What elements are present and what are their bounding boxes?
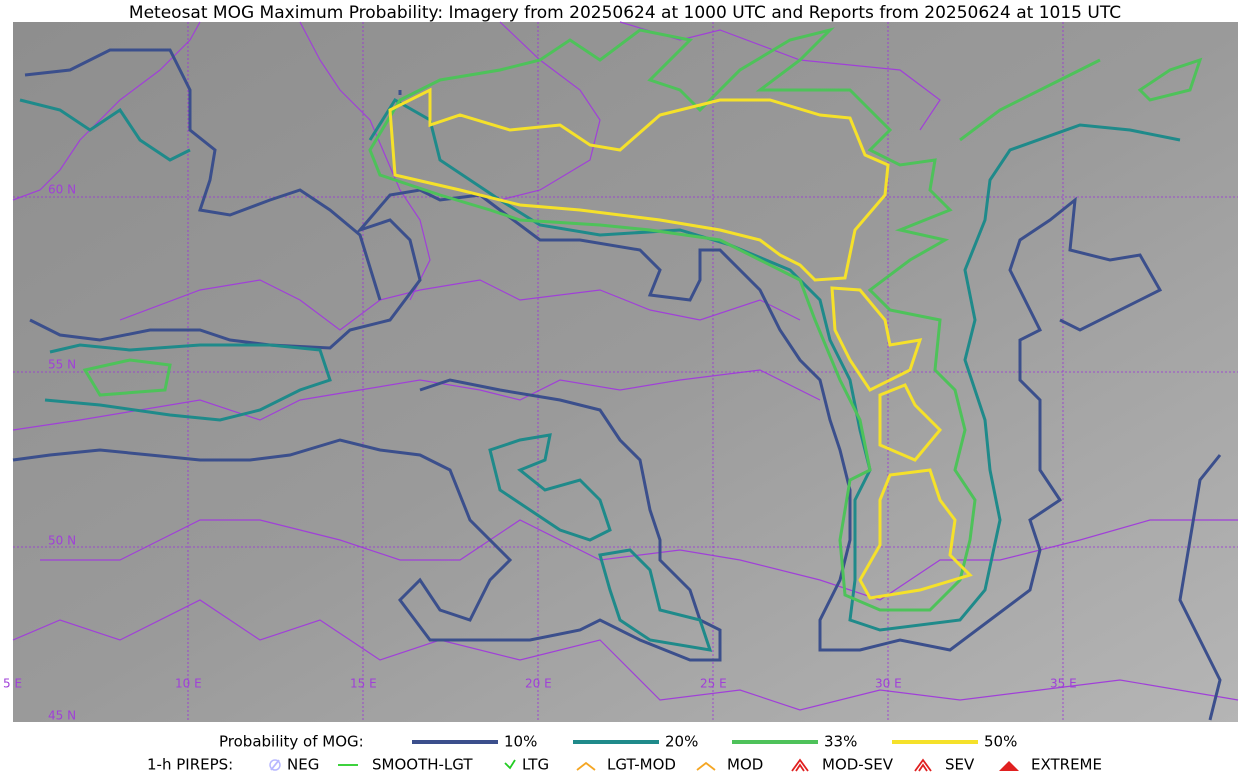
contour-10 [29,188,1163,652]
lon-label: 5 E [3,677,22,691]
contour-20 [19,97,1181,632]
contour-33 [368,27,977,612]
graticule [13,22,1238,722]
lon-label: 25 E [700,677,727,691]
contour-33 [82,57,1203,397]
pirep-icon [576,761,596,771]
lat-label: 60 N [48,183,76,197]
legend-label: 20% [665,733,698,751]
pirep-icon [504,759,516,770]
legend-label: 33% [824,733,857,751]
contour-10 [12,378,722,662]
legend-label: 10% [504,733,537,751]
title: Meteosat MOG Maximum Probability: Imager… [129,3,1121,23]
grid-labels: 5 E 10 E 15 E 20 E 25 E 30 E 35 E 45 N 50 N 55 N 6… [3,183,1077,723]
legend: Probability of MOG: 10% 20% 33% 50% 1-h PIREP… [147,733,1102,774]
lat-label: 45 N [48,709,76,723]
legend-label: NEG [287,756,319,774]
contour-10 [24,48,1222,721]
pirep-icon [791,758,809,772]
lon-label: 10 E [175,677,202,691]
legend-label: MOD-SEV [822,756,894,774]
legend-label: EXTREME [1031,756,1102,774]
legend-label: SEV [945,756,975,774]
contours [12,27,1222,721]
pirep-icon [999,761,1019,771]
contour-20 [488,433,713,652]
lat-label: 55 N [48,358,76,372]
legend-label: 50% [984,733,1017,751]
map: 5 E 10 E 15 E 20 E 25 E 30 E 35 E 45 N 50 N 55 N 6… [3,21,1239,723]
legend-title: Probability of MOG: [219,733,364,751]
pirep-icon [914,758,932,772]
lon-label: 35 E [1050,677,1077,691]
lon-label: 15 E [350,677,377,691]
pirep-icon [269,759,281,771]
legend-title: 1-h PIREPS: [147,756,233,774]
legend-label: SMOOTH-LGT [372,756,473,774]
pirep-icon [696,761,716,771]
lat-label: 50 N [48,534,76,548]
lon-label: 30 E [875,677,902,691]
lon-label: 20 E [525,677,552,691]
pirep-icon [270,759,280,771]
contour-50 [388,87,973,600]
legend-label: LGT-MOD [607,756,676,774]
legend-label: LTG [522,756,549,774]
legend-label: MOD [727,756,763,774]
